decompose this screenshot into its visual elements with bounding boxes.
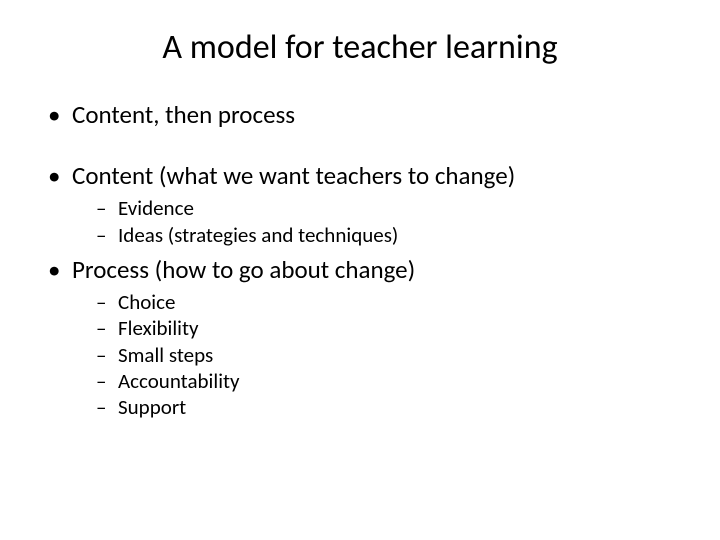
bullet-list: Content, then process Content (what we w… <box>44 99 676 421</box>
slide: A model for teacher learning Content, th… <box>0 0 720 540</box>
sub-bullet-text: Accountability <box>118 368 240 394</box>
bullet-text: Content, then process <box>72 99 295 130</box>
sub-bullet-item: Evidence <box>96 195 676 221</box>
sub-bullet-item: Support <box>96 394 676 420</box>
sub-bullet-item: Choice <box>96 289 676 315</box>
sub-bullet-item: Small steps <box>96 342 676 368</box>
sub-bullet-list: Evidence Ideas (strategies and technique… <box>72 195 676 248</box>
sub-bullet-item: Flexibility <box>96 315 676 341</box>
bullet-item: Process (how to go about change) Choice … <box>44 254 676 421</box>
sub-bullet-item: Ideas (strategies and techniques) <box>96 222 676 248</box>
sub-bullet-text: Small steps <box>118 342 213 368</box>
slide-title: A model for teacher learning <box>44 28 676 69</box>
sub-bullet-text: Flexibility <box>118 315 199 341</box>
sub-bullet-item: Accountability <box>96 368 676 394</box>
sub-bullet-text: Ideas (strategies and techniques) <box>118 222 398 248</box>
sub-bullet-text: Evidence <box>118 195 194 221</box>
sub-bullet-list: Choice Flexibility Small steps Accountab… <box>72 289 676 420</box>
bullet-text: Process (how to go about change) <box>72 254 415 285</box>
sub-bullet-text: Support <box>118 394 186 420</box>
bullet-text: Content (what we want teachers to change… <box>72 160 515 191</box>
bullet-item: Content (what we want teachers to change… <box>44 160 676 248</box>
sub-bullet-text: Choice <box>118 289 175 315</box>
bullet-item: Content, then process <box>44 99 676 130</box>
